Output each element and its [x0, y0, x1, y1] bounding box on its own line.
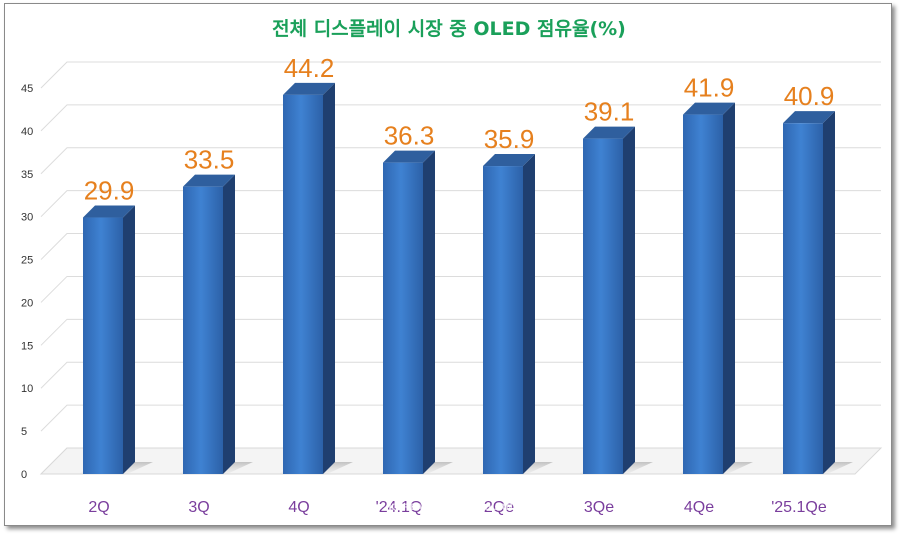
bar-top: [683, 102, 735, 115]
bar-front: [783, 123, 823, 475]
bar-top: [383, 150, 435, 163]
bar-side: [723, 102, 735, 474]
bar-top: [583, 126, 635, 139]
bar-4: [479, 154, 553, 474]
bar-top: [283, 82, 335, 95]
x-tick-label: 2Q: [88, 499, 109, 516]
bar-side: [123, 205, 135, 474]
y-axis: 0 5 10 15 20 25 30 35 40 45: [21, 83, 33, 481]
y-tick-label: 0: [21, 469, 27, 481]
gridline: [40, 361, 881, 389]
gridline: [40, 404, 881, 432]
bar-front: [583, 138, 623, 474]
bar-side: [523, 154, 535, 474]
y-tick-label: 40: [21, 126, 33, 138]
watermark-english: KOREA INDUSTRY JOURNAL: [388, 503, 526, 513]
watermark-korean: 산업종합저널: [396, 476, 517, 502]
bar-2: [279, 82, 353, 475]
x-tick-label: 4Qe: [684, 499, 714, 516]
data-label: 29.9: [84, 176, 135, 206]
bar-front: [483, 166, 523, 474]
floor: [39, 447, 883, 475]
chart-title: 전체 디스플레이 시장 중 OLED 점유율(%): [272, 18, 626, 40]
y-tick-label: 35: [21, 169, 33, 181]
data-label: 44.2: [284, 53, 335, 83]
data-labels: 29.9 33.5 44.2 36.3 35.9 39.1 41.9 40.9: [84, 53, 835, 206]
y-tick-label: 5: [21, 426, 27, 438]
data-label: 35.9: [484, 124, 535, 154]
bar-side: [223, 174, 235, 474]
bar-front: [383, 162, 423, 475]
bar-side: [823, 111, 835, 475]
bar-5: [579, 126, 653, 474]
gridline: [40, 147, 881, 175]
bar-top: [783, 111, 835, 124]
bar-front: [283, 94, 323, 475]
data-label: 39.1: [584, 97, 635, 127]
bar-front: [83, 217, 123, 474]
bars: [79, 82, 853, 475]
bar-6: [679, 102, 753, 474]
y-tick-label: 45: [21, 83, 33, 95]
y-tick-label: 30: [21, 212, 33, 224]
bar-top: [83, 205, 135, 218]
bar-1: [179, 174, 253, 474]
chart-frame: 전체 디스플레이 시장 중 OLED 점유율(%) 0 5 10 15 20 25 30 35…: [4, 3, 892, 526]
x-tick-label: 3Q: [188, 499, 209, 516]
x-tick-label: '24.1Q: [376, 499, 423, 516]
bar-7: [779, 111, 853, 475]
bar-front: [683, 114, 723, 474]
y-tick-label: 15: [21, 340, 33, 352]
gridline: [40, 61, 881, 89]
gridline: [40, 318, 881, 346]
x-tick-label: 2Qe: [484, 499, 514, 516]
chart: 전체 디스플레이 시장 중 OLED 점유율(%) 0 5 10 15 20 25 30 35…: [21, 18, 883, 516]
y-tick-label: 25: [21, 255, 33, 267]
x-tick-label: '25.1Qe: [771, 499, 827, 516]
bar-side: [323, 82, 335, 475]
gridlines: [39, 61, 883, 475]
data-label: 40.9: [784, 81, 835, 111]
gridline: [40, 275, 881, 303]
bar-top: [183, 174, 235, 187]
gridline: [40, 104, 881, 132]
watermark: 산업종합저널 KOREA INDUSTRY JOURNAL: [388, 476, 526, 513]
gridline: [40, 233, 881, 260]
data-label: 41.9: [684, 73, 735, 103]
bar-top: [483, 154, 535, 167]
bar-side: [423, 150, 435, 475]
data-label: 33.5: [184, 145, 235, 175]
x-axis: 2Q 3Q 4Q '24.1Q 2Qe 3Qe 4Qe '25.1Qe: [88, 499, 827, 516]
data-label: 36.3: [384, 121, 435, 151]
gridline: [40, 190, 881, 218]
y-tick-label: 20: [21, 297, 33, 309]
bar-0: [79, 205, 153, 474]
x-tick-label: 4Q: [288, 499, 309, 516]
bar-3: [379, 150, 453, 475]
bar-front: [183, 186, 223, 474]
x-tick-label: 3Qe: [584, 499, 614, 516]
y-tick-label: 10: [21, 383, 33, 395]
bar-side: [623, 126, 635, 474]
